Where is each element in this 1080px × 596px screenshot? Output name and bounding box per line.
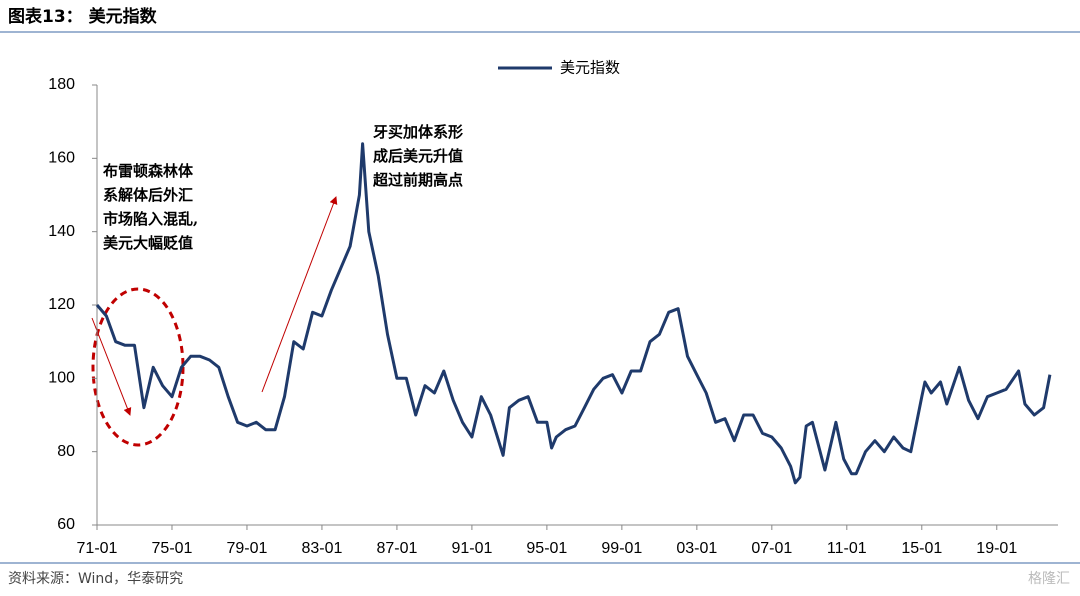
y-tick-label: 140 [48, 223, 75, 240]
chart-title: 图表13： 美元指数 [8, 6, 158, 27]
arrow [261, 196, 338, 393]
annotation: 系解体后外汇 [103, 186, 193, 204]
legend-label: 美元指数 [560, 59, 620, 77]
x-tick-label: 95-01 [526, 540, 567, 557]
x-tick-label: 91-01 [451, 540, 492, 557]
annotation: 成后美元升值 [373, 147, 463, 165]
y-tick-label: 180 [48, 76, 75, 93]
annotation: 牙买加体系形 [373, 123, 463, 141]
x-tick-label: 79-01 [226, 540, 267, 557]
y-tick-label: 160 [48, 150, 75, 167]
data-line [95, 142, 1052, 485]
annotation: 美元大幅贬值 [103, 234, 193, 252]
annotation: 超过前期高点 [372, 171, 463, 189]
x-tick-label: 03-01 [676, 540, 717, 557]
x-tick-label: 75-01 [152, 540, 193, 557]
y-tick-label: 120 [48, 296, 75, 313]
x-tick-label: 83-01 [301, 540, 342, 557]
x-tick-label: 87-01 [376, 540, 417, 557]
watermark: 格隆汇 [1028, 571, 1070, 587]
x-tick-label: 19-01 [976, 540, 1017, 557]
y-tick-label: 60 [57, 516, 75, 533]
y-tick-label: 100 [48, 370, 75, 387]
source: 资料来源：Wind，华泰研究 [8, 571, 183, 587]
arrow [91, 317, 132, 416]
x-tick-label: 11-01 [827, 540, 867, 557]
x-tick-label: 15-01 [901, 540, 942, 557]
x-tick-label: 07-01 [751, 540, 792, 557]
x-tick-label: 71-01 [77, 540, 118, 557]
y-tick-label: 80 [57, 443, 75, 460]
x-tick-label: 99-01 [601, 540, 642, 557]
annotation: 布雷顿森林体 [103, 162, 194, 180]
annotation: 市场陷入混乱, [103, 210, 198, 228]
